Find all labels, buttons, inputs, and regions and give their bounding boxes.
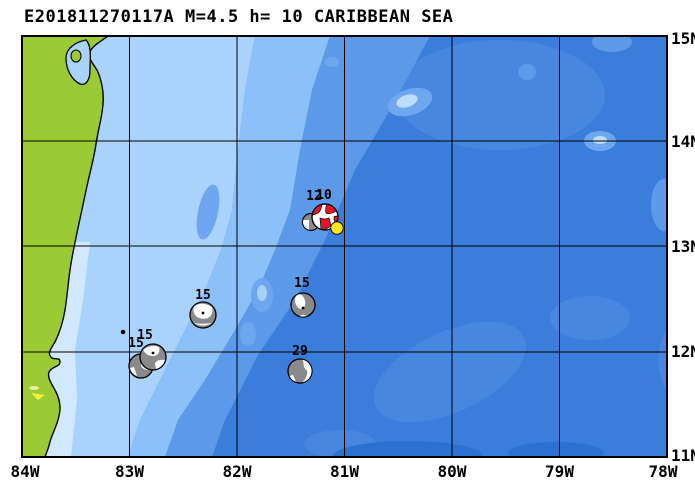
y-tick-15n: 15N bbox=[671, 29, 695, 48]
y-tick-13n: 13N bbox=[671, 237, 695, 256]
depth-label-29: 29 bbox=[292, 344, 308, 359]
focal-mechanism-29 bbox=[287, 358, 313, 384]
map-area bbox=[22, 36, 667, 457]
depth-label-sw-lower: 15 bbox=[128, 336, 144, 351]
y-tick-12n: 12N bbox=[671, 342, 695, 361]
map-frame bbox=[21, 35, 668, 458]
depth-label-main-b: 10 bbox=[316, 188, 332, 203]
x-tick-79w: 79W bbox=[545, 462, 574, 481]
depth-label-sw-upper: 15 bbox=[137, 328, 153, 343]
x-tick-78w: 78W bbox=[649, 462, 678, 481]
y-axis-labels: 15N 14N 13N 12N 11N bbox=[671, 29, 695, 465]
small-event-dot bbox=[120, 329, 126, 335]
map-title: E201811270117A M=4.5 h= 10 CARIBBEAN SEA bbox=[24, 7, 453, 27]
bathymetry-blobs bbox=[196, 36, 667, 346]
x-tick-84w: 84W bbox=[11, 462, 40, 481]
y-tick-14n: 14N bbox=[671, 132, 695, 151]
depth-label-main-a: 12 bbox=[306, 189, 322, 204]
land-yellow-marks bbox=[29, 386, 45, 400]
bathymetry-mid-patches bbox=[304, 40, 667, 457]
x-tick-80w: 80W bbox=[438, 462, 467, 481]
focal-mechanism-main-event bbox=[311, 203, 339, 231]
depth-label-82w: 15 bbox=[195, 288, 211, 303]
x-axis-labels: 84W 83W 82W 81W 80W 79W 78W bbox=[11, 462, 678, 481]
bathymetry-dark-patches bbox=[333, 441, 604, 457]
x-tick-83w: 83W bbox=[115, 462, 144, 481]
y-tick-11n: 11N bbox=[671, 446, 695, 465]
focal-mechanism-sw-upper bbox=[139, 343, 167, 371]
focal-mechanism-81w bbox=[290, 292, 316, 318]
x-tick-82w: 82W bbox=[223, 462, 252, 481]
x-tick-81w: 81W bbox=[330, 462, 359, 481]
focal-mechanism-82w bbox=[189, 301, 217, 329]
grid-lines bbox=[22, 36, 667, 457]
coastal-lagoon bbox=[65, 39, 91, 86]
epicenter-marker bbox=[330, 221, 344, 235]
depth-label-81w: 15 bbox=[294, 276, 310, 291]
